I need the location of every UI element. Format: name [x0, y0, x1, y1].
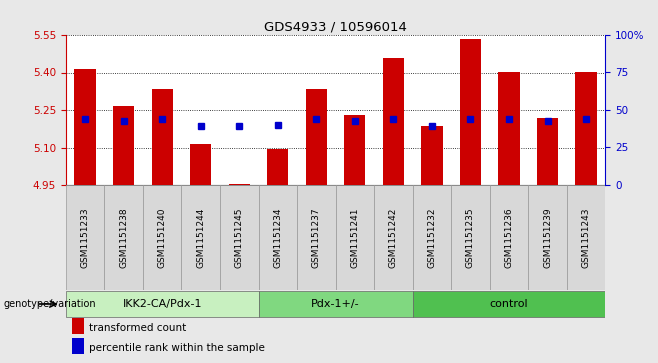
Text: transformed count: transformed count: [89, 323, 186, 333]
Bar: [336, 185, 374, 290]
Title: GDS4933 / 10596014: GDS4933 / 10596014: [264, 21, 407, 34]
Text: Pdx-1+/-: Pdx-1+/-: [311, 299, 360, 309]
Bar: [228, 184, 250, 185]
Bar: [105, 185, 143, 290]
Text: GSM1151235: GSM1151235: [466, 207, 475, 268]
Bar: [113, 106, 134, 185]
Bar: [72, 318, 84, 334]
Text: percentile rank within the sample: percentile rank within the sample: [89, 343, 265, 353]
Bar: [306, 89, 327, 185]
Bar: [498, 73, 520, 185]
Text: genotype/variation: genotype/variation: [3, 299, 96, 309]
Bar: [151, 89, 173, 185]
Text: GSM1151233: GSM1151233: [80, 207, 89, 268]
Bar: [297, 185, 336, 290]
Text: GSM1151244: GSM1151244: [196, 207, 205, 268]
Text: IKK2-CA/Pdx-1: IKK2-CA/Pdx-1: [122, 299, 202, 309]
Bar: [182, 185, 220, 290]
Bar: [344, 115, 365, 185]
Bar: [383, 57, 404, 185]
Bar: [267, 149, 288, 185]
Bar: [451, 185, 490, 290]
Bar: [460, 39, 481, 185]
Bar: [374, 185, 413, 290]
Bar: [567, 185, 605, 290]
Bar: [259, 291, 413, 317]
Text: GSM1151245: GSM1151245: [235, 207, 243, 268]
Bar: [66, 291, 259, 317]
Text: GSM1151241: GSM1151241: [350, 207, 359, 268]
Bar: [143, 185, 182, 290]
Bar: [72, 338, 84, 354]
Bar: [421, 126, 443, 185]
Text: GSM1151234: GSM1151234: [273, 207, 282, 268]
Bar: [259, 185, 297, 290]
Bar: [490, 185, 528, 290]
Text: GSM1151239: GSM1151239: [543, 207, 552, 268]
Text: GSM1151240: GSM1151240: [158, 207, 166, 268]
Text: GSM1151242: GSM1151242: [389, 207, 398, 268]
Bar: [220, 185, 259, 290]
Bar: [528, 185, 567, 290]
Text: GSM1151243: GSM1151243: [582, 207, 591, 268]
Text: GSM1151238: GSM1151238: [119, 207, 128, 268]
Text: GSM1151232: GSM1151232: [428, 207, 436, 268]
Bar: [190, 144, 211, 185]
Text: control: control: [490, 299, 528, 309]
Bar: [74, 69, 95, 185]
Text: GSM1151236: GSM1151236: [505, 207, 513, 268]
Text: GSM1151237: GSM1151237: [312, 207, 321, 268]
Bar: [576, 73, 597, 185]
Bar: [537, 118, 558, 185]
Bar: [66, 185, 105, 290]
Bar: [413, 291, 605, 317]
Bar: [413, 185, 451, 290]
